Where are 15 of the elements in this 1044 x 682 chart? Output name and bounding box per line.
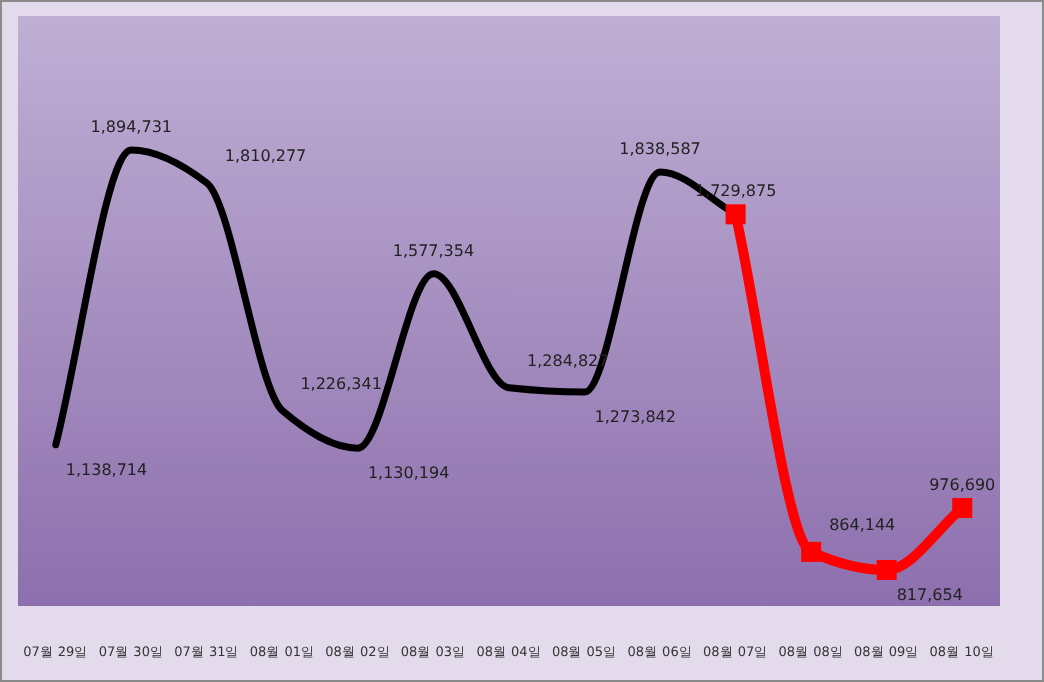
point — [876, 560, 897, 580]
point — [952, 497, 973, 518]
data-label: 1,838,587 — [619, 139, 701, 158]
data-label: 1,226,341 — [300, 374, 382, 393]
point — [725, 204, 746, 225]
data-label: 976,690 — [929, 475, 996, 494]
data-label: 1,138,714 — [65, 460, 148, 479]
data-label: 1,273,842 — [594, 408, 676, 427]
data-label: 1,810,277 — [224, 146, 307, 165]
data-label: 1,130,194 — [367, 464, 450, 483]
point — [801, 541, 822, 562]
data-label: 1,577,354 — [392, 241, 475, 260]
data-label: 1,894,731 — [90, 118, 173, 136]
data-label: 817,654 — [896, 586, 963, 604]
data-label: 864,144 — [829, 515, 896, 534]
